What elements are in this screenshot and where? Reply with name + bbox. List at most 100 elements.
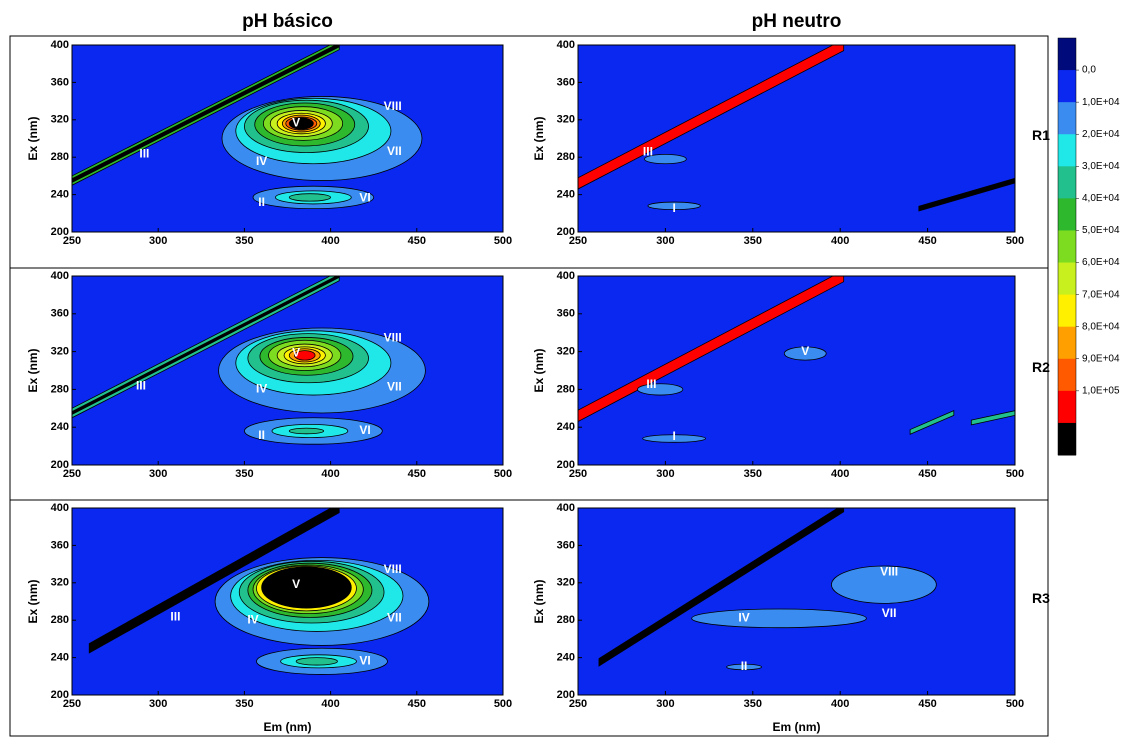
x-tick-label: 450	[918, 468, 936, 480]
colorbar-segment	[1058, 102, 1076, 135]
y-tick-label: 280	[51, 151, 69, 163]
scatter-band	[88, 508, 340, 654]
y-tick-label: 360	[557, 308, 575, 320]
y-tick-label: 240	[51, 652, 69, 664]
contour-region	[295, 657, 338, 666]
contour-region	[261, 566, 352, 609]
x-tick-label: 300	[656, 698, 674, 710]
y-tick-label: 320	[557, 577, 575, 589]
peak-label: IV	[247, 612, 258, 626]
y-tick-label: 400	[557, 502, 575, 514]
colorbar-segment	[1058, 38, 1076, 71]
peak-label: II	[258, 195, 265, 209]
x-tick-label: 250	[569, 235, 587, 247]
y-tick-label: 400	[51, 270, 69, 282]
colorbar-segment	[1058, 134, 1076, 167]
x-tick-label: 350	[744, 698, 762, 710]
y-tick-label: 200	[557, 459, 575, 471]
scatter-band	[909, 410, 955, 435]
y-tick-label: 200	[51, 689, 69, 701]
scatter-band	[598, 508, 845, 667]
x-tick-label: 450	[918, 235, 936, 247]
x-axis-label: Em (nm)	[773, 720, 821, 734]
colorbar-segment	[1058, 262, 1076, 296]
x-tick-label: 300	[149, 235, 167, 247]
y-tick-label: 280	[557, 151, 575, 163]
scatter-band	[970, 410, 1015, 426]
peak-label: II	[258, 428, 265, 442]
y-tick-label: 320	[51, 577, 69, 589]
colorbar-segment	[1058, 358, 1076, 392]
x-tick-label: 400	[831, 468, 849, 480]
x-tick-label: 250	[63, 235, 81, 247]
plot-border	[71, 507, 504, 696]
plot-border	[71, 44, 504, 233]
peak-label: I	[672, 429, 675, 443]
contour-region	[288, 427, 325, 435]
peak-label: V	[801, 344, 809, 358]
contour-region	[288, 117, 314, 130]
contour-region	[644, 153, 687, 165]
peak-label: VIII	[384, 562, 402, 576]
contour-region	[642, 434, 707, 443]
scatter-band	[918, 177, 1015, 212]
plot-area: III V VIII IV VII II VI	[72, 276, 503, 465]
plot-border	[71, 275, 504, 466]
colorbar-segment	[1058, 198, 1076, 231]
peak-label: VI	[359, 654, 370, 668]
x-tick-label: 300	[656, 235, 674, 247]
y-tick-label: 240	[51, 421, 69, 433]
x-tick-label: 500	[494, 468, 512, 480]
x-tick-label: 300	[149, 698, 167, 710]
plot-area: III V VIII IV VII VI	[72, 508, 503, 695]
x-tick-label: 250	[63, 698, 81, 710]
y-tick-label: 320	[51, 346, 69, 358]
y-tick-label: 400	[557, 39, 575, 51]
y-tick-label: 360	[51, 308, 69, 320]
peak-label: VII	[882, 606, 897, 620]
plot-area: IV VIII VII II	[578, 508, 1015, 695]
x-tick-label: 350	[744, 235, 762, 247]
x-tick-label: 450	[408, 468, 426, 480]
row-label: R3	[1032, 590, 1050, 606]
peak-label: VII	[387, 611, 402, 625]
y-tick-label: 240	[51, 189, 69, 201]
peak-label: III	[646, 377, 656, 391]
colorbar-label: 3,0E+04	[1082, 161, 1120, 172]
peak-label: VIII	[880, 565, 898, 579]
y-tick-label: 400	[51, 39, 69, 51]
y-axis-label: Ex (nm)	[532, 348, 546, 392]
y-tick-label: 240	[557, 652, 575, 664]
x-tick-label: 450	[918, 698, 936, 710]
x-tick-label: 400	[321, 698, 339, 710]
contour-region	[647, 201, 701, 210]
x-tick-label: 300	[149, 468, 167, 480]
x-tick-label: 500	[494, 235, 512, 247]
background	[578, 276, 1015, 465]
y-axis-label: Ex (nm)	[532, 579, 546, 623]
peak-label: II	[741, 659, 748, 673]
colorbar-label: 5,0E+04	[1082, 225, 1120, 236]
colorbar-segment	[1058, 230, 1076, 264]
x-tick-label: 500	[1006, 698, 1024, 710]
x-tick-label: 350	[235, 468, 253, 480]
x-tick-label: 250	[569, 698, 587, 710]
peak-label: V	[292, 116, 300, 130]
peak-label: III	[643, 145, 653, 159]
colorbar-segment	[1058, 422, 1076, 456]
x-tick-label: 300	[656, 468, 674, 480]
colorbar-label: 8,0E+04	[1082, 321, 1120, 332]
peak-label: VIII	[384, 99, 402, 113]
y-tick-label: 280	[51, 614, 69, 626]
peak-label: I	[672, 201, 675, 215]
y-tick-label: 320	[51, 114, 69, 126]
x-tick-label: 500	[494, 698, 512, 710]
y-tick-label: 360	[557, 76, 575, 88]
colorbar-label: 6,0E+04	[1082, 257, 1120, 268]
x-tick-label: 450	[408, 698, 426, 710]
scatter-band	[72, 45, 340, 183]
y-tick-label: 360	[557, 539, 575, 551]
plot-border	[577, 507, 1016, 696]
